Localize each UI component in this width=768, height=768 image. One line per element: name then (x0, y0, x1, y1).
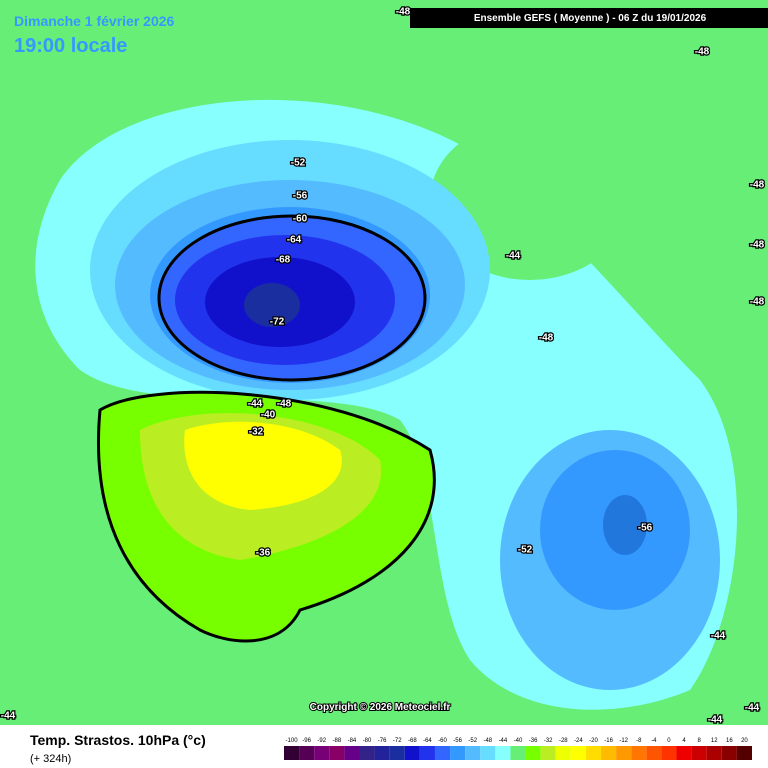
colorbar-label: -80 (363, 738, 372, 744)
contour-label: -48 (750, 180, 765, 191)
colorbar-label: 20 (741, 738, 748, 744)
colorbar-label: 8 (697, 738, 701, 744)
colorbar-label: 4 (682, 738, 686, 744)
colorbar-swatch (601, 746, 617, 760)
colorbar-swatch (374, 746, 390, 760)
colorbar-label: 0 (667, 738, 671, 744)
contour-label: -44 (506, 251, 521, 262)
colorbar-swatch (314, 746, 330, 760)
copyright: Copyright © 2026 Meteociel.fr (310, 702, 451, 713)
colorbar-swatch (299, 746, 315, 760)
contour-label: -52 (291, 158, 306, 169)
contour-label: -48 (539, 333, 554, 344)
colorbar-label: -44 (499, 738, 508, 744)
colorbar-swatch (434, 746, 451, 760)
colorbar-label: -40 (514, 738, 523, 744)
colorbar-swatch (525, 746, 541, 760)
colorbar-label: -16 (604, 738, 613, 744)
contour-label: -60 (293, 214, 308, 225)
colorbar-label: -92 (317, 738, 326, 744)
colorbar-label: 16 (726, 738, 733, 744)
colorbar-label: 12 (711, 738, 718, 744)
colorbar-label: -28 (559, 738, 568, 744)
colorbar-label: -4 (651, 738, 657, 744)
colorbar-label: -64 (423, 738, 432, 744)
contour-label: -52 (518, 545, 533, 556)
colorbar-swatch (389, 746, 405, 760)
contour-label: -44 (745, 703, 760, 714)
colorbar-swatch (570, 746, 586, 760)
contour-label: -44 (1, 711, 16, 722)
contour-label: -44 (708, 715, 723, 726)
colorbar-label: -24 (574, 738, 583, 744)
colorbar-swatch (691, 746, 707, 760)
contour-32 (184, 421, 342, 510)
colorbar-swatch (706, 746, 722, 760)
colorbar-label: -100 (286, 738, 299, 744)
colorbar-swatch (465, 746, 481, 760)
contour-60-east (603, 495, 647, 555)
colorbar-swatch (555, 746, 571, 760)
colorbar-label: -48 (483, 738, 492, 744)
colorbar-swatch (450, 746, 466, 760)
colorbar-swatch (585, 746, 602, 760)
colorbar-label: -76 (378, 738, 387, 744)
colorbar-label: -60 (438, 738, 447, 744)
colorbar-label: -12 (619, 738, 628, 744)
colorbar-label: -88 (333, 738, 342, 744)
contour-label: -48 (695, 47, 710, 58)
colorbar-label: -56 (453, 738, 462, 744)
colorbar-swatch (661, 746, 677, 760)
colorbar-swatch (540, 746, 556, 760)
contour-label: -72 (270, 317, 285, 328)
colorbar-swatch (419, 746, 435, 760)
colorbar-label: -32 (544, 738, 553, 744)
colorbar-label: -20 (589, 738, 598, 744)
contour-label: -48 (750, 240, 765, 251)
colorbar-swatch (344, 746, 360, 760)
contour-label: -40 (261, 410, 276, 421)
banner-background (410, 8, 768, 28)
colorbar-swatch (736, 746, 752, 760)
colorbar-swatch (359, 746, 375, 760)
colorbar-swatch (510, 746, 526, 760)
colorbar-swatch (329, 746, 345, 760)
colorbar-label: -72 (393, 738, 402, 744)
colorbar-swatch (616, 746, 632, 760)
contour-label: -32 (249, 427, 264, 438)
contour-label: -68 (276, 255, 291, 266)
time: 19:00 locale (14, 35, 127, 57)
contour-label: -44 (711, 631, 726, 642)
colorbar-swatch (480, 746, 496, 760)
colorbar-swatch (284, 746, 300, 760)
colorbar-swatch (676, 746, 692, 760)
colorbar-label: -84 (348, 738, 357, 744)
contour-label: -44 (248, 399, 263, 410)
core (244, 283, 300, 327)
colorbar-swatch (646, 746, 662, 760)
colorbar-label: -8 (636, 738, 642, 744)
banner: Ensemble GEFS ( Moyenne ) - 06 Z du 19/0… (474, 13, 707, 24)
contour-label: -64 (287, 235, 302, 246)
contour-label: -48 (750, 297, 765, 308)
colorbar-label: -36 (529, 738, 538, 744)
contour-label: -56 (293, 191, 308, 202)
colorbar-swatch (721, 746, 737, 760)
parameter: Temp. Strastos. 10hPa (°c) (30, 732, 206, 748)
colorbar-label: -52 (468, 738, 477, 744)
colorbar-swatch (495, 746, 511, 760)
contour-label: -36 (256, 548, 271, 559)
colorbar-label: -96 (302, 738, 311, 744)
contour-label: -48 (277, 399, 292, 410)
colorbar-swatch (404, 746, 420, 760)
contour-label: -48 (396, 7, 411, 18)
lead-time: (+ 324h) (30, 753, 71, 765)
date: Dimanche 1 février 2026 (14, 13, 175, 29)
colorbar-label: -68 (408, 738, 417, 744)
contour-label: -56 (638, 523, 653, 534)
colorbar-swatch (631, 746, 647, 760)
